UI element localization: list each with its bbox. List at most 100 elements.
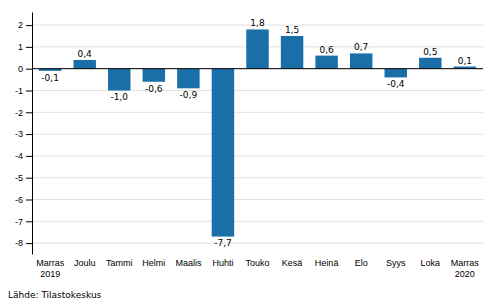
y-tick-mark <box>26 47 32 48</box>
x-tick: Helmi <box>142 258 165 268</box>
y-tick-label: 0 <box>18 64 23 74</box>
y-tick: -1 <box>15 86 32 96</box>
data-label: -1,0 <box>110 92 128 102</box>
y-tick-label: 2 <box>18 20 23 30</box>
y-tick: -2 <box>15 108 32 118</box>
bar <box>177 69 199 89</box>
x-tick-label: Loka <box>421 258 441 268</box>
source-note: Lähde: Tilastokeskus <box>8 290 102 300</box>
y-tick-label: -5 <box>15 173 23 183</box>
grid-line <box>32 134 483 135</box>
y-tick: 1 <box>18 42 32 52</box>
y-tick: 2 <box>18 20 32 30</box>
data-label: -7,7 <box>214 238 232 248</box>
grid-line <box>32 155 483 156</box>
y-tick: -5 <box>15 173 32 183</box>
x-tick-label: Tammi <box>106 258 133 268</box>
grid-line <box>32 112 483 113</box>
x-tick: Maalis <box>175 258 202 268</box>
x-tick-label: Marras2019 <box>36 258 65 278</box>
y-tick: -4 <box>15 151 32 161</box>
x-tick: Loka <box>421 258 441 268</box>
y-tick-mark <box>26 156 32 157</box>
y-tick-mark <box>26 221 32 222</box>
x-tick: Touko <box>245 258 269 268</box>
data-label: 1,5 <box>285 25 299 35</box>
x-tick-label: Maalis <box>175 258 202 268</box>
bar <box>246 29 268 68</box>
x-tick: Elo <box>355 258 368 268</box>
y-tick-mark <box>26 243 32 244</box>
x-tick-label: Joulu <box>74 258 96 268</box>
x-tick: Syys <box>386 258 406 268</box>
x-tick-label: Syys <box>386 258 406 268</box>
x-tick-label: Marras2020 <box>451 258 480 278</box>
y-tick: -3 <box>15 129 32 139</box>
data-label: -0,1 <box>41 73 59 83</box>
y-tick-label: -4 <box>15 151 23 161</box>
y-tick-mark <box>26 199 32 200</box>
y-tick-label: -2 <box>15 108 23 118</box>
grid-line <box>32 221 483 222</box>
x-tick: Heinä <box>315 258 339 268</box>
x-tick: Joulu <box>74 258 96 268</box>
x-tick-label: Heinä <box>315 258 339 268</box>
data-label: 0,6 <box>319 45 334 55</box>
x-tick: Kesä <box>282 258 303 268</box>
x-tick-label: Helmi <box>142 258 165 268</box>
y-tick-label: -7 <box>15 217 23 227</box>
grid-line <box>32 177 483 178</box>
y-tick-mark <box>26 69 32 70</box>
y-tick-label: -3 <box>15 129 23 139</box>
y-axis-line <box>32 13 33 255</box>
x-axis: Marras2019 Joulu Tammi Helmi Maalis Huhti Touk… <box>36 258 479 278</box>
y-tick-mark <box>26 134 32 135</box>
x-tick: Huhti <box>212 258 233 268</box>
plot: -8 -7 -6 -5 -4 -3 -2 -1 0 1 2 Marras2019 Joulu Tammi H… <box>15 13 483 279</box>
data-label: 0,1 <box>458 56 472 66</box>
grid-line <box>32 68 483 69</box>
bar <box>143 69 165 82</box>
x-tick: Marras2020 <box>451 258 480 278</box>
grid-line <box>32 199 483 200</box>
x-tick-label: Touko <box>245 258 269 268</box>
y-tick-mark <box>26 178 32 179</box>
bar <box>419 58 441 69</box>
bar <box>108 69 130 91</box>
y-tick-label: -8 <box>15 238 23 248</box>
grid-line <box>32 90 483 91</box>
data-label: 1,8 <box>250 18 265 28</box>
data-label: -0,4 <box>387 79 405 89</box>
grid <box>32 25 483 243</box>
x-tick-label: Elo <box>355 258 368 268</box>
x-tick: Tammi <box>106 258 133 268</box>
y-tick: -6 <box>15 195 32 205</box>
y-tick: 0 <box>18 64 32 74</box>
y-tick-mark <box>26 112 32 113</box>
bar <box>385 69 407 78</box>
x-tick: Marras2019 <box>36 258 65 278</box>
data-label: -0,6 <box>145 84 163 94</box>
y-tick: -8 <box>15 238 32 248</box>
bar <box>281 36 303 69</box>
bar <box>212 69 234 237</box>
chart: -8 -7 -6 -5 -4 -3 -2 -1 0 1 2 Marras2019 Joulu Tammi H… <box>0 0 493 304</box>
data-labels: -0,1 0,4 -1,0 -0,6 -0,9 -7,7 1,8 1,5 0,6 0,7 -0,4 0… <box>41 18 472 248</box>
grid-line <box>32 243 483 244</box>
x-tick-label: Huhti <box>212 258 233 268</box>
y-tick-label: -6 <box>15 195 23 205</box>
data-label: -0,9 <box>180 90 198 100</box>
zero-line <box>32 68 483 69</box>
y-tick-label: -1 <box>15 86 23 96</box>
bar <box>315 56 337 69</box>
y-tick: -7 <box>15 217 32 227</box>
data-label: 0,4 <box>78 49 93 59</box>
y-tick-mark <box>26 25 32 26</box>
y-tick-label: 1 <box>18 42 23 52</box>
bars <box>39 29 476 236</box>
data-label: 0,5 <box>423 47 437 57</box>
bar <box>350 53 372 68</box>
data-label: 0,7 <box>354 42 368 52</box>
y-axis: -8 -7 -6 -5 -4 -3 -2 -1 0 1 2 <box>15 13 33 255</box>
y-tick-mark <box>26 90 32 91</box>
